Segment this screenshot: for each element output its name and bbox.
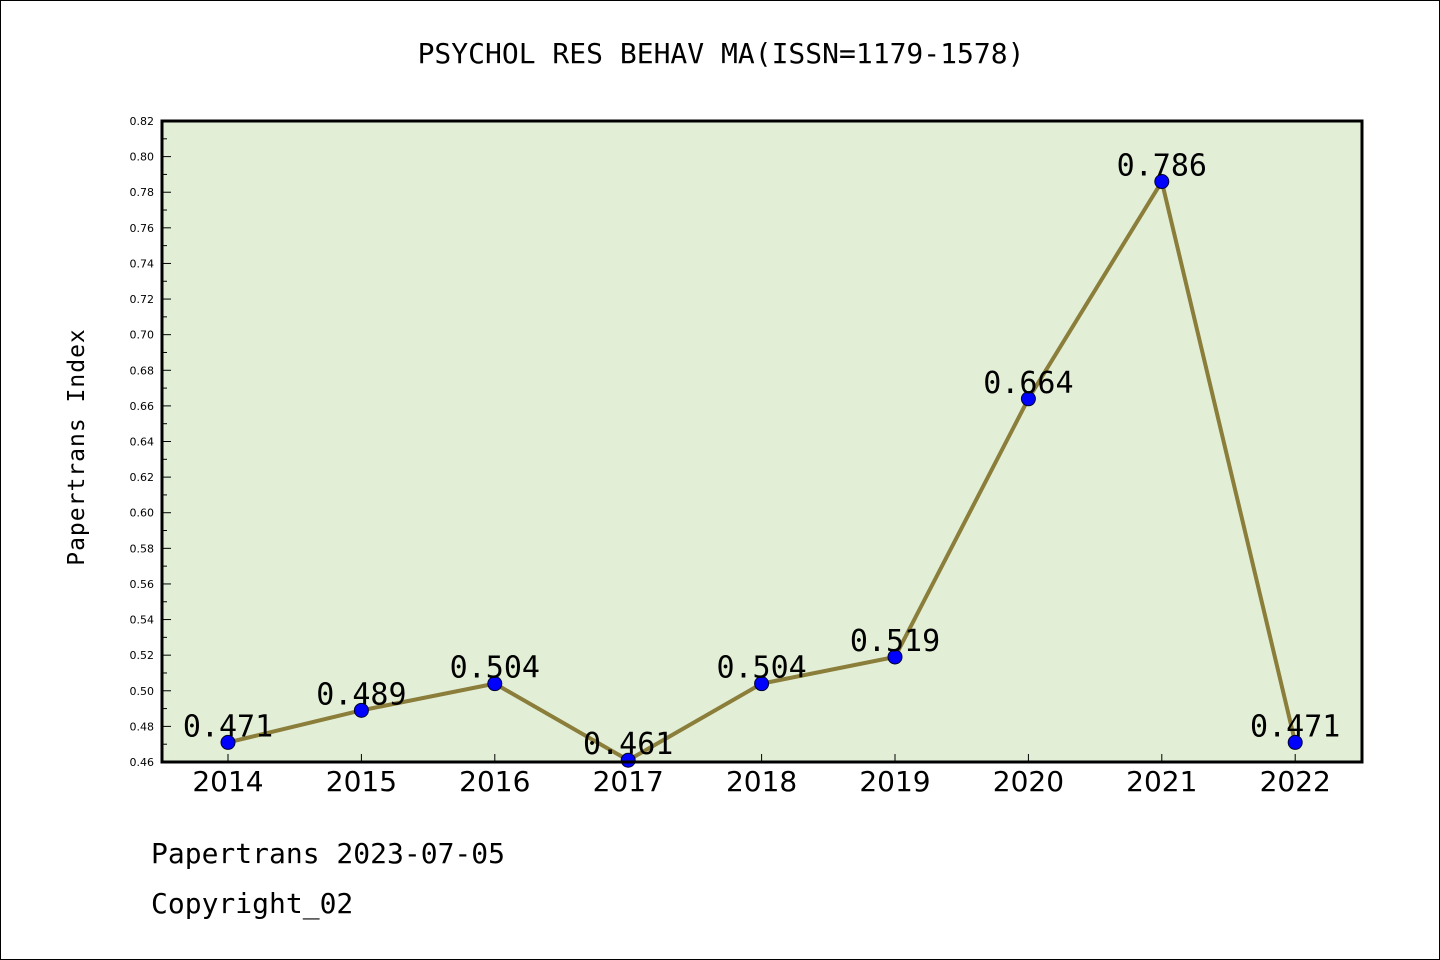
series-markers bbox=[220, 174, 1303, 768]
plot-border bbox=[160, 119, 1364, 764]
y-tick-label: 0.48 bbox=[130, 720, 155, 733]
data-label: 0.519 bbox=[850, 624, 940, 659]
chart-title: PSYCHOL RES BEHAV MA(ISSN=1179-1578) bbox=[417, 37, 1025, 70]
x-tick-label: 2017 bbox=[593, 765, 664, 798]
x-tick-label: 2021 bbox=[1126, 765, 1197, 798]
data-point bbox=[353, 702, 369, 718]
data-point bbox=[487, 676, 503, 692]
y-tick-label: 0.56 bbox=[130, 578, 155, 591]
x-tick-label: 2016 bbox=[459, 765, 530, 798]
data-label: 0.786 bbox=[1117, 149, 1207, 184]
y-tick-label: 0.74 bbox=[130, 257, 155, 270]
y-tick-label: 0.80 bbox=[130, 151, 155, 164]
data-point bbox=[1154, 174, 1170, 190]
y-tick-label: 0.50 bbox=[130, 685, 155, 698]
plot-area bbox=[162, 121, 1362, 762]
x-tick-label: 2019 bbox=[859, 765, 930, 798]
y-tick-label: 0.76 bbox=[130, 222, 155, 235]
y-axis-ticks: 0.46 0.48 0.50 0.52 0.54 0.56 0.58 0.60 0.62 0.64… bbox=[130, 115, 171, 769]
data-label: 0.471 bbox=[1250, 709, 1340, 744]
x-tick-label: 2015 bbox=[326, 765, 397, 798]
y-tick-label: 0.62 bbox=[130, 471, 155, 484]
x-tick-label: 2020 bbox=[993, 765, 1064, 798]
y-tick-label: 0.78 bbox=[130, 186, 155, 199]
data-label: 0.489 bbox=[316, 677, 406, 712]
data-label: 0.664 bbox=[983, 366, 1073, 401]
data-point bbox=[220, 734, 236, 750]
y-tick-label: 0.64 bbox=[130, 436, 155, 449]
data-point bbox=[1287, 734, 1303, 750]
y-tick-label: 0.54 bbox=[130, 614, 155, 627]
data-labels: 0.471 0.489 0.504 0.461 0.504 0.519 0.664 0.786… bbox=[183, 149, 1341, 763]
data-label: 0.461 bbox=[583, 727, 673, 762]
footer-date-text: Papertrans 2023-07-05 bbox=[151, 837, 506, 870]
data-point bbox=[1020, 391, 1036, 407]
y-tick-label: 0.68 bbox=[130, 364, 155, 377]
x-axis-ticks: 2014 2015 2016 2017 2018 2019 2020 2021 2022 bbox=[192, 754, 1331, 798]
y-tick-label: 0.72 bbox=[130, 293, 155, 306]
y-tick-label: 0.66 bbox=[130, 400, 155, 413]
data-point bbox=[754, 676, 770, 692]
data-point bbox=[887, 649, 903, 665]
y-tick-label: 0.82 bbox=[130, 115, 155, 128]
data-label: 0.471 bbox=[183, 709, 273, 744]
x-tick-label: 2014 bbox=[192, 765, 263, 798]
data-point bbox=[620, 752, 636, 768]
y-tick-label: 0.52 bbox=[130, 649, 155, 662]
y-tick-label: 0.46 bbox=[130, 756, 155, 769]
x-tick-label: 2022 bbox=[1260, 765, 1331, 798]
data-label: 0.504 bbox=[716, 651, 806, 686]
x-tick-label: 2018 bbox=[726, 765, 797, 798]
y-tick-label: 0.58 bbox=[130, 542, 155, 555]
y-tick-label: 0.60 bbox=[130, 507, 155, 520]
y-tick-label: 0.70 bbox=[130, 329, 155, 342]
footer-copyright-text: Copyright_02 bbox=[151, 887, 354, 920]
data-label: 0.504 bbox=[450, 651, 540, 686]
